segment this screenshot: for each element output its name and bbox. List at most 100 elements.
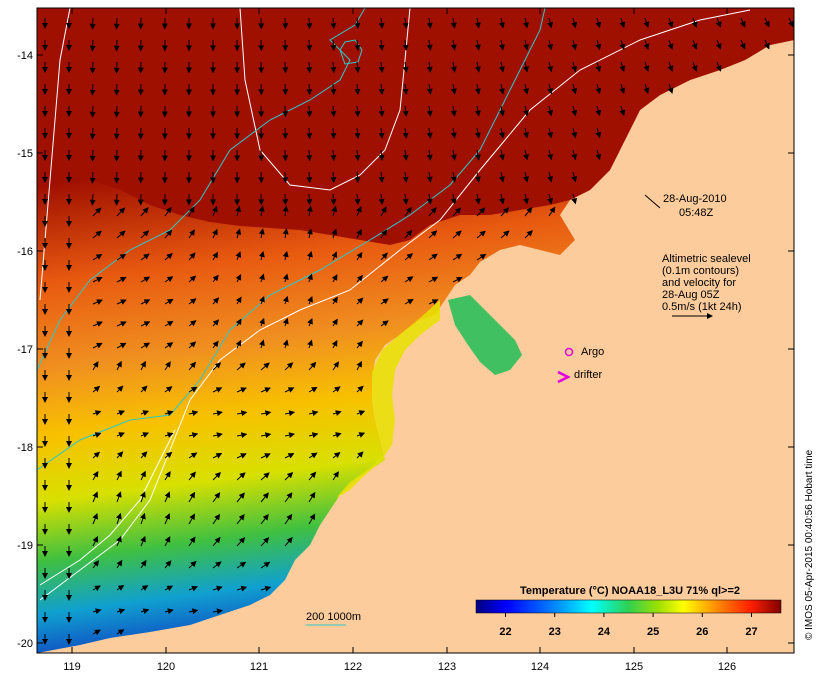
velocity-arrow [667,83,674,94]
velocity-arrow [258,205,265,217]
velocity-arrow [571,61,578,73]
velocity-arrow [547,127,554,139]
colorbar-tick-label: 26 [696,626,708,638]
velocity-arrow [380,206,387,217]
velocity-arrow [92,299,103,305]
lon-tick-label: 124 [531,661,549,673]
velocity-arrow [308,491,316,503]
velocity-arrow [402,127,409,139]
velocity-arrow [691,39,698,50]
velocity-arrow [164,536,171,547]
velocity-arrow [116,512,122,525]
velocity-arrow [306,105,313,118]
colorbar-tick-label: 25 [647,626,659,638]
velocity-arrow [284,492,293,503]
velocity-arrow [308,452,318,459]
coastal-band [336,300,440,498]
velocity-arrow [140,535,146,547]
velocity-arrow [402,39,409,51]
velocity-arrow [499,61,505,73]
velocity-arrow [378,17,385,30]
velocity-arrow [306,171,313,184]
velocity-arrow [523,39,529,51]
velocity-arrow [92,253,103,261]
velocity-arrow [739,17,746,28]
velocity-arrow [260,537,270,547]
velocity-arrow [354,83,361,96]
velocity-arrow [595,83,602,95]
velocity-arrow [330,39,337,52]
velocity-arrow [571,171,578,183]
velocity-arrow [499,17,505,29]
velocity-arrow [380,320,389,327]
velocity-arrow [212,432,223,439]
velocity-arrow [306,228,313,239]
velocity-arrow [164,410,174,416]
argo-label: Argo [581,346,604,358]
velocity-arrow [188,341,197,349]
velocity-arrow [378,61,385,74]
velocity-arrow [260,585,272,592]
velocity-arrow [92,491,98,503]
velocity-arrow [331,274,338,283]
velocity-arrow [236,453,247,459]
velocity-arrow [92,470,99,481]
velocity-arrow [89,127,96,140]
velocity-arrow [595,61,602,73]
velocity-arrow [89,105,96,118]
velocity-arrow [667,17,674,28]
velocity-arrow [282,39,289,52]
velocity-arrow [235,228,242,239]
velocity-arrow [523,83,529,95]
velocity-arrow [523,171,529,183]
velocity-arrow [92,560,100,569]
velocity-arrow [452,230,462,239]
velocity-arrow [476,207,486,217]
velocity-arrow [426,83,433,95]
colorbar-title: Temperature (°C) NOAA18_L3U 71% ql>=2 [520,585,740,597]
velocity-arrow [258,250,265,261]
velocity-arrow [426,171,433,183]
velocity-arrow [116,451,124,459]
velocity-arrow [474,105,481,117]
velocity-arrow [282,127,289,140]
velocity-arrow [402,83,409,95]
velocity-arrow [164,451,173,459]
velocity-arrow [308,471,317,481]
velocity-arrow [404,276,414,283]
velocity-arrow [426,149,433,161]
velocity-arrow [164,361,171,371]
velocity-arrow [330,17,337,30]
timestamp-time: 05:48Z [679,207,714,219]
velocity-arrow [354,105,361,118]
velocity-arrow [450,149,457,161]
velocity-arrow [474,39,481,51]
lon-tick-label: 126 [718,661,736,673]
velocity-arrow [259,273,265,283]
velocity-arrow [523,127,529,139]
velocity-arrow [788,17,794,28]
velocity-arrow [89,39,96,52]
velocity-arrow [164,320,174,327]
velocity-arrow [212,410,223,417]
velocity-arrow [116,608,126,615]
velocity-arrow [547,171,554,183]
velocity-arrow [212,536,221,547]
velocity-arrow [308,361,317,371]
velocity-arrow [330,61,337,74]
velocity-arrow [378,127,385,140]
velocity-arrow [306,61,313,74]
velocity-arrow [643,39,650,51]
velocity-arrow [474,171,481,183]
velocity-arrow [89,61,96,74]
velocity-arrow [354,39,361,52]
colorbar-tick-label: 23 [549,626,561,638]
velocity-arrow [356,340,363,349]
velocity-arrow [282,83,289,96]
velocity-arrow [378,193,385,206]
velocity-arrow [92,276,103,283]
velocity-arrow [571,17,578,29]
sealevel-contour-4 [39,429,176,586]
velocity-arrow [259,317,265,327]
velocity-arrow [92,230,102,239]
